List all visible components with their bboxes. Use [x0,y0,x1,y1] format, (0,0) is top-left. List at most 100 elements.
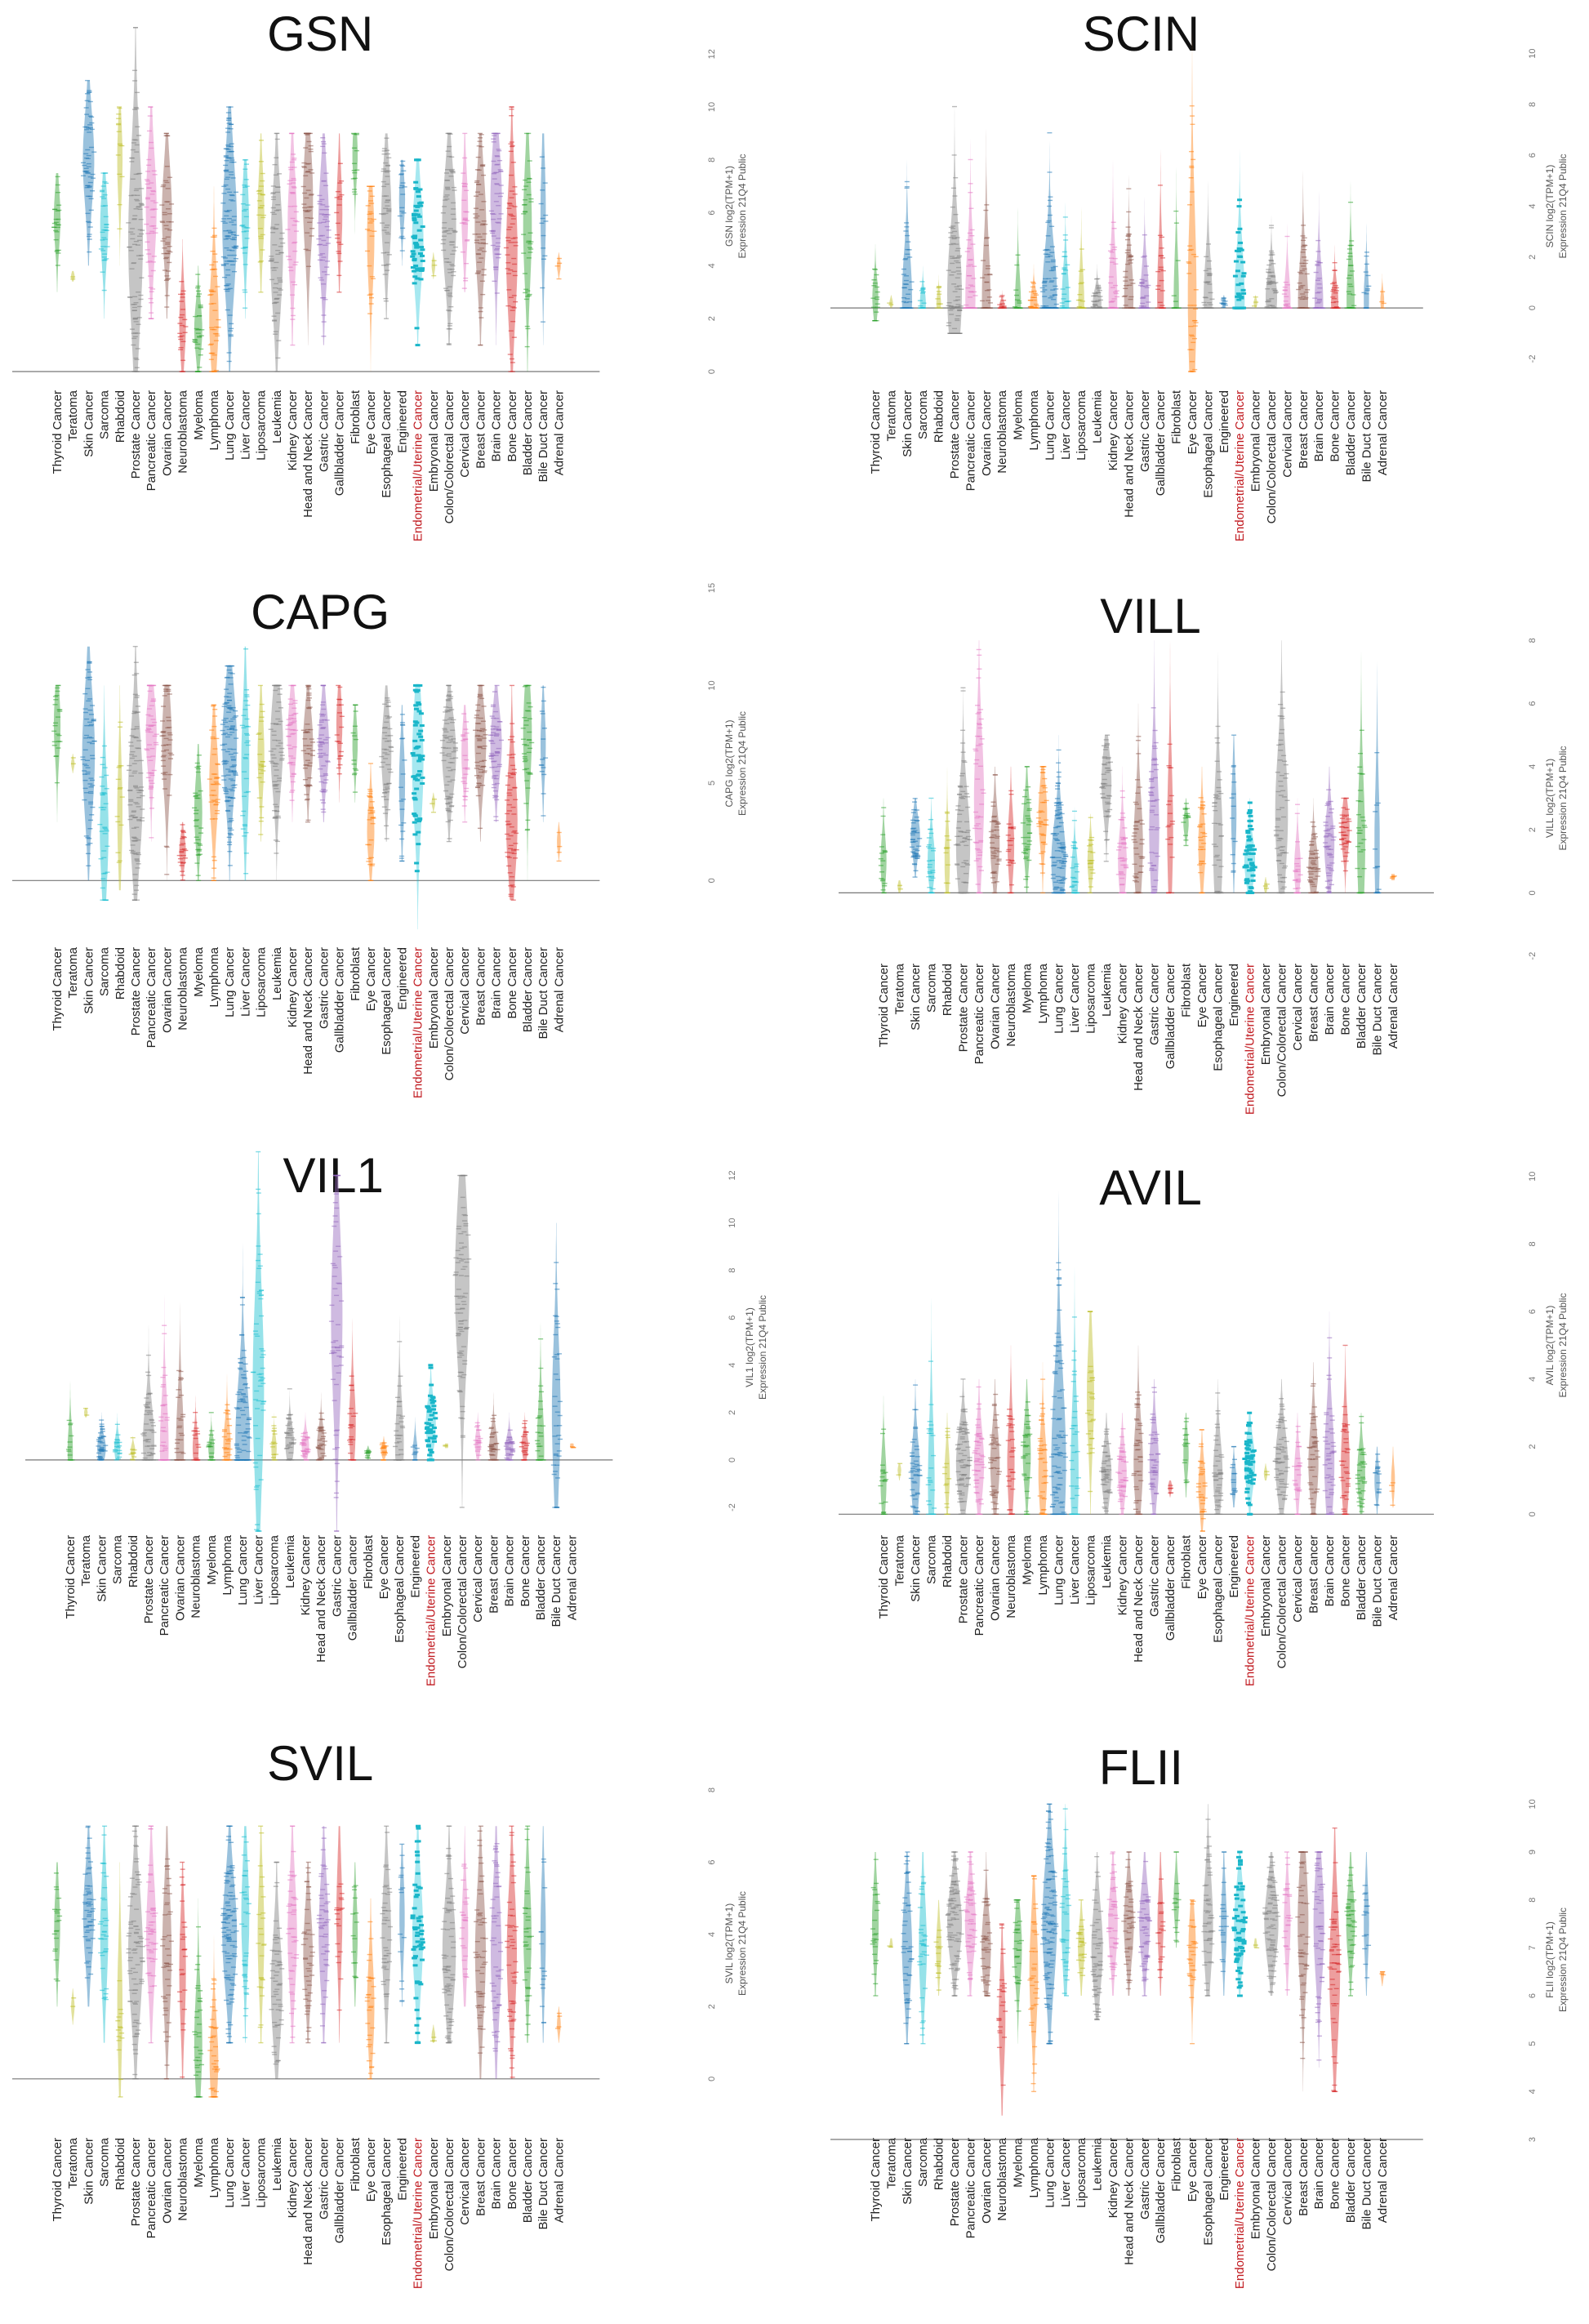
category-label: Gallbladder Cancer [333,947,347,1053]
data-point [413,707,419,710]
category-label: Lymphoma [207,390,221,450]
violin-22 [1204,155,1213,309]
violin-13 [241,159,249,319]
category-label: Ovarian Cancer [160,947,174,1033]
points-6 [126,645,145,901]
category-label: Liposarcoma [255,946,269,1017]
data-point [415,267,421,270]
points-17 [300,132,315,267]
points-23 [398,714,407,862]
points-6 [126,27,145,372]
data-point [413,265,419,268]
data-point [416,745,421,748]
points-16 [285,132,300,346]
points-27 [459,132,470,289]
data-point [417,770,423,773]
data-point [414,683,420,687]
points-32 [1361,252,1372,309]
violin-33 [557,821,561,861]
points-25 [430,799,437,813]
points-5 [114,721,125,863]
data-point [415,818,421,821]
category-label: Esophageal Cancer [1201,390,1215,498]
points-30 [505,684,519,901]
y-tick-label: 2 [1528,827,1538,832]
points-7 [144,106,158,319]
violin-8 [162,685,172,881]
points-6 [946,105,964,334]
y-axis-title: VILL log2(TPM+1) [1544,759,1556,838]
data-point [420,260,425,263]
points-2 [887,302,894,305]
category-label: Rhabdoid [941,964,955,1016]
violin-32 [1364,206,1369,309]
category-label: Thyroid Cancer [877,964,891,1048]
category-label: Lymphoma [1036,963,1050,1023]
category-label: Lymphoma [1027,390,1041,450]
points-18 [1147,707,1160,894]
violin-21 [367,764,375,881]
category-label: Liver Cancer [1068,964,1082,1033]
category-label: Skin Cancer [82,947,96,1014]
data-point [412,723,418,727]
data-point [1241,292,1247,295]
category-label: Engineered [1217,390,1231,453]
points-18 [316,684,331,813]
category-label: Prostate Cancer [957,964,971,1052]
data-point [418,729,424,732]
points-26 [440,132,458,345]
data-point [419,738,425,741]
data-point [420,755,425,758]
data-point [1233,260,1239,263]
data-point [411,775,416,778]
violin-26 [442,685,456,842]
y-axis-title: CAPG log2(TPM+1) [723,719,735,807]
category-label: Bile Duct Cancer [536,390,550,483]
data-point [411,252,416,256]
points-14 [1075,248,1087,309]
data-point [1236,298,1242,301]
data-point [416,195,421,198]
points-9 [997,295,1008,309]
y-tick-label: 12 [707,49,717,59]
points-21 [364,185,377,314]
category-label: Teratoma [893,963,907,1014]
category-label: Head and Neck Cancer [1122,390,1136,518]
data-point [1235,269,1240,273]
violin-21 [1187,28,1197,372]
points-16 [285,684,299,801]
category-label: Leukemia [1091,390,1105,443]
points-10 [1012,254,1023,309]
data-point [415,269,421,272]
points-10 [1020,766,1033,888]
points-24 [410,158,425,347]
violin-27 [461,705,469,822]
y-tick-label: -2 [1528,952,1538,960]
violin-11 [209,186,219,372]
violin-31 [1346,155,1355,309]
violin-29 [1314,167,1324,309]
category-label: Adrenal Cancer [1376,390,1390,475]
data-point [1241,306,1247,309]
violin-11 [209,705,219,881]
chart-title: CAPG [251,585,389,639]
violin-25 [431,792,435,813]
violin-2 [897,880,901,893]
category-label: Head and Neck Cancer [1132,964,1146,1091]
violin-11 [1038,766,1048,893]
data-point [413,209,419,212]
points-7 [963,158,978,309]
data-point [413,704,419,707]
points-2 [70,757,76,765]
data-point [1235,295,1240,298]
data-point [1240,274,1246,278]
category-label: Liposarcoma [1075,390,1088,461]
data-point [414,244,420,247]
points-21 [1186,105,1199,372]
y-tick-label: 8 [1528,102,1538,107]
data-point [410,255,416,258]
category-label: Liver Cancer [1059,390,1073,460]
data-point [416,843,421,846]
violin-22 [381,133,392,319]
data-point [417,188,423,191]
